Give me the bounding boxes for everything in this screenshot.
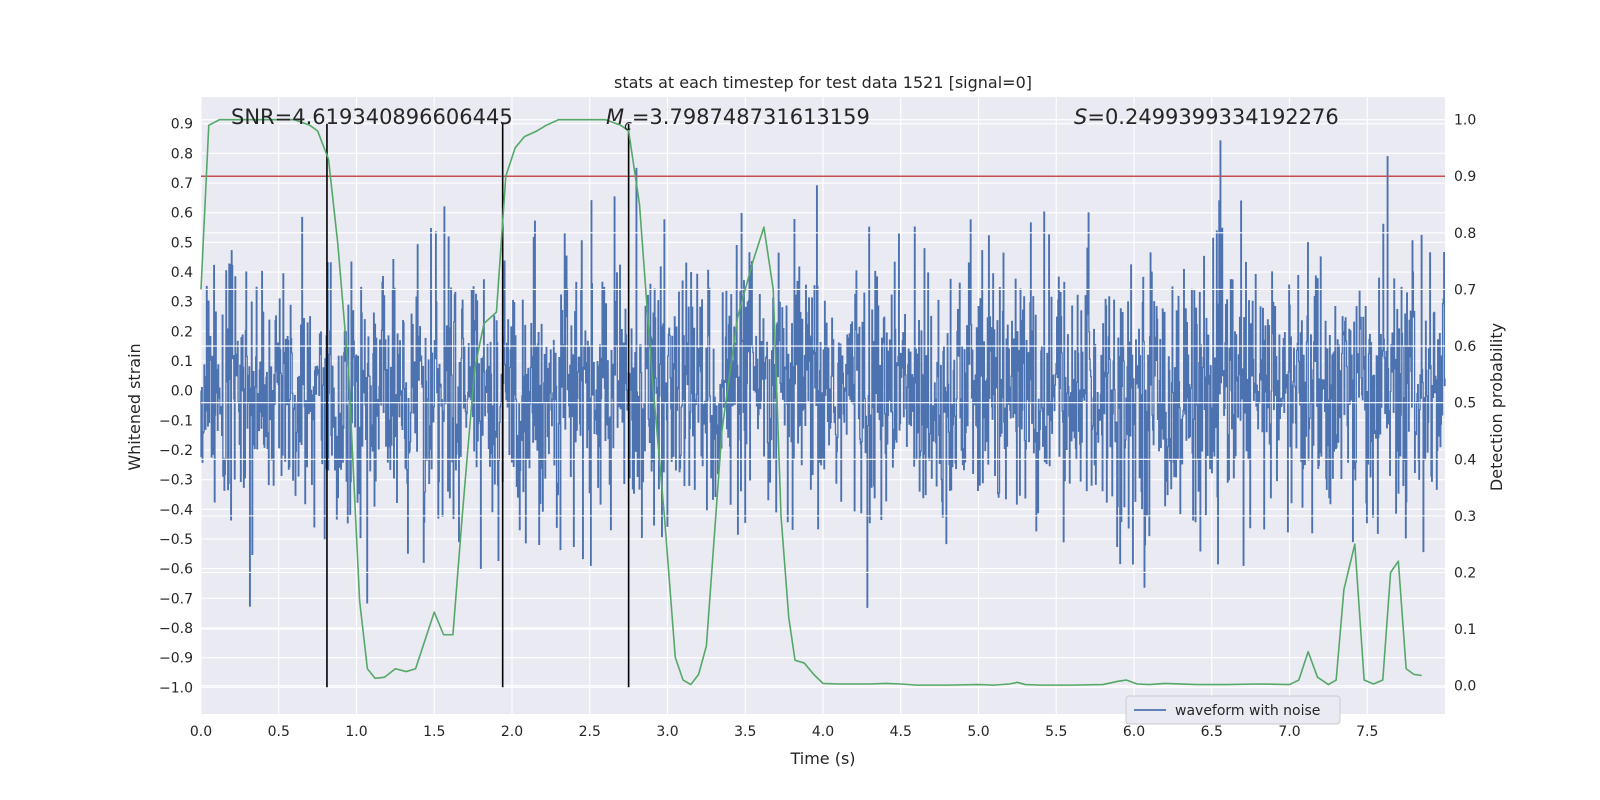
y-tick-label: −0.8 xyxy=(159,621,193,637)
y2-tick-label: 0.3 xyxy=(1454,509,1476,525)
legend-label: waveform with noise xyxy=(1175,703,1320,719)
y-tick-label: 0.4 xyxy=(171,265,193,281)
legend-box xyxy=(1125,695,1341,725)
y2-tick-label: 0.9 xyxy=(1454,169,1476,185)
y2-axis-label: Detection probability xyxy=(1487,323,1506,491)
x-tick-label: 3.5 xyxy=(734,724,756,740)
x-tick-label: 6.5 xyxy=(1201,724,1223,740)
x-tick-label: 3.0 xyxy=(656,724,678,740)
y-tick-label: 0.6 xyxy=(171,206,193,222)
y-tick-label: 0.7 xyxy=(171,176,193,192)
x-tick-label: 4.0 xyxy=(812,724,834,740)
chart-title: stats at each timestep for test data 152… xyxy=(614,73,1032,92)
waveform-line xyxy=(200,140,1446,608)
x-tick-label: 7.5 xyxy=(1356,724,1378,740)
y2-tick-label: 0.8 xyxy=(1454,226,1476,242)
y-axis-label: Whitened strain xyxy=(125,343,144,470)
legend: waveform with noise xyxy=(1125,695,1341,725)
waveform-with-noise-series xyxy=(200,140,1446,608)
y-tick-label: 0.2 xyxy=(171,324,193,340)
y2-tick-label: 0.7 xyxy=(1454,282,1476,298)
y-tick-label: −0.9 xyxy=(159,651,193,667)
x-tick-label: 2.5 xyxy=(579,724,601,740)
y2-tick-label: 1.0 xyxy=(1454,113,1476,129)
y-tick-label: −0.1 xyxy=(159,413,193,429)
x-tick-label: 0.0 xyxy=(190,724,212,740)
y-tick-label: −0.5 xyxy=(159,532,193,548)
y2-tick-label: 0.4 xyxy=(1454,452,1476,468)
y2-tick-label: 0.5 xyxy=(1454,396,1476,412)
score-annotation: S=0.2499399334192276 xyxy=(1074,105,1339,129)
x-tick-label: 0.5 xyxy=(268,724,290,740)
x-axis-label: Time (s) xyxy=(789,749,855,768)
y-tick-label: −0.4 xyxy=(159,502,193,518)
y2-tick-label: 0.0 xyxy=(1454,679,1476,695)
y-tick-label: 0.3 xyxy=(171,295,193,311)
chirp-mass-annotation: Mc=3.798748731613159 xyxy=(606,105,870,134)
x-tick-label: 5.0 xyxy=(967,724,989,740)
y2-tick-label: 0.6 xyxy=(1454,339,1476,355)
x-tick-label: 1.0 xyxy=(345,724,367,740)
y-tick-label: 0.8 xyxy=(171,146,193,162)
y2-tick-label: 0.1 xyxy=(1454,622,1476,638)
y-tick-label: −0.6 xyxy=(159,562,193,578)
y-tick-label: 0.5 xyxy=(171,235,193,251)
x-tick-label: 7.0 xyxy=(1278,724,1300,740)
y-tick-label: 0.9 xyxy=(171,117,193,133)
x-tick-label: 2.0 xyxy=(501,724,523,740)
x-tick-label: 1.5 xyxy=(423,724,445,740)
y2-tick-label: 0.2 xyxy=(1454,565,1476,581)
x-tick-label: 5.5 xyxy=(1045,724,1067,740)
y-tick-label: 0.0 xyxy=(171,384,193,400)
y-tick-label: −0.2 xyxy=(159,443,193,459)
y-tick-label: 0.1 xyxy=(171,354,193,370)
x-tick-label: 4.5 xyxy=(890,724,912,740)
detection-probability-line xyxy=(200,118,1422,686)
y-tick-label: −0.7 xyxy=(159,591,193,607)
snr-annotation: SNR=4.619340896606445 xyxy=(231,105,513,129)
y-tick-label: −1.0 xyxy=(159,680,193,696)
detection-probability-series xyxy=(200,118,1422,686)
tick-labels: 0.0 0.5 1.0 1.5 2.0 2.5 3.0 3.5 4.0 4.5 5.0 5.5 6.0 6… xyxy=(159,113,1476,740)
x-tick-label: 6.0 xyxy=(1123,724,1145,740)
y-tick-label: −0.3 xyxy=(159,473,193,489)
